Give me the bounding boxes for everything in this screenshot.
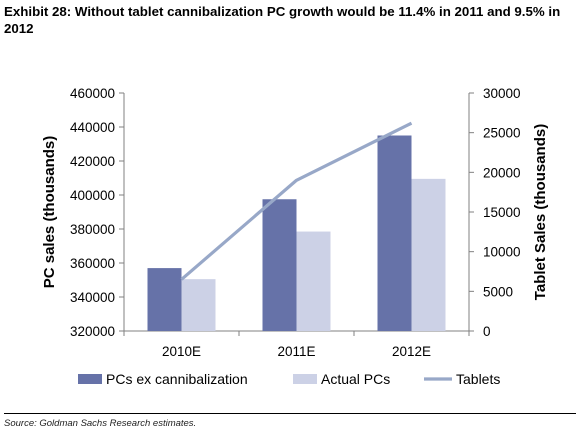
legend-label-pcs-ex-cannibalization: PCs ex cannibalization bbox=[106, 371, 248, 387]
right-axis-tick-label: 0 bbox=[483, 324, 491, 339]
left-axis-tick-label: 460000 bbox=[70, 86, 115, 101]
legend-swatch-pcs-ex-cannibalization bbox=[78, 374, 102, 384]
right-axis-tick-label: 10000 bbox=[483, 245, 521, 260]
legend-label-tablets: Tablets bbox=[456, 371, 500, 387]
bar-pcs-ex-cannibalization bbox=[262, 199, 297, 331]
bar-pcs-ex-cannibalization bbox=[147, 268, 182, 331]
right-axis-tick-label: 15000 bbox=[483, 205, 521, 220]
chart-title: Exhibit 28: Without tablet cannibalizati… bbox=[4, 4, 561, 36]
y-axis-title-right: Tablet Sales (thousands) bbox=[532, 124, 549, 300]
legend-label-actual-pcs: Actual PCs bbox=[321, 371, 390, 387]
right-axis-tick-label: 25000 bbox=[483, 126, 521, 141]
right-axis-tick-label: 20000 bbox=[483, 165, 521, 180]
source-divider bbox=[4, 413, 576, 414]
bar-actual-pcs bbox=[411, 178, 446, 331]
x-axis-category-label: 2010E bbox=[162, 344, 201, 359]
left-axis-tick-label: 320000 bbox=[70, 324, 115, 339]
left-axis-tick-label: 420000 bbox=[70, 154, 115, 169]
source-note: Source: Goldman Sachs Research estimates… bbox=[4, 418, 197, 429]
left-axis-tick-label: 400000 bbox=[70, 188, 115, 203]
y-axis-title-left: PC sales (thousands) bbox=[41, 136, 58, 289]
x-axis-category-label: 2011E bbox=[277, 344, 315, 359]
right-axis-tick-label: 5000 bbox=[483, 284, 513, 299]
bar-actual-pcs bbox=[296, 231, 331, 331]
legend-swatch-actual-pcs bbox=[293, 374, 317, 384]
left-axis-tick-label: 360000 bbox=[70, 256, 115, 271]
left-axis-tick-label: 440000 bbox=[70, 120, 115, 135]
right-axis-tick-label: 30000 bbox=[483, 86, 521, 101]
bar-actual-pcs bbox=[181, 279, 216, 331]
left-axis-tick-label: 340000 bbox=[70, 290, 115, 305]
bar-pcs-ex-cannibalization bbox=[377, 135, 412, 331]
left-axis-tick-label: 380000 bbox=[70, 222, 115, 237]
x-axis-category-label: 2012E bbox=[392, 344, 431, 359]
